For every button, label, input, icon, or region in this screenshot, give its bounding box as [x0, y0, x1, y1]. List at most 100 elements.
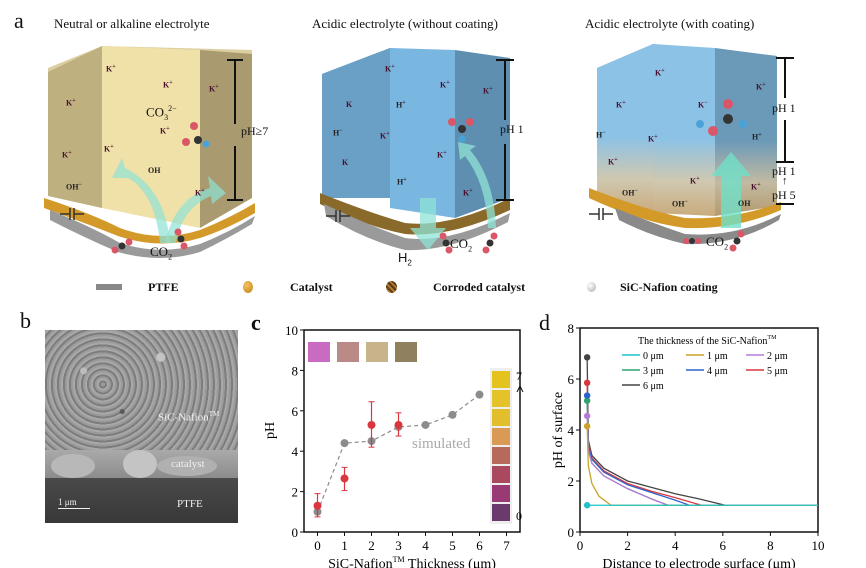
x-tick-label: 0 [314, 538, 321, 553]
ion-label: K [346, 100, 353, 109]
ph-arrow-icon: ↑ [782, 175, 788, 187]
molecule-atom-o2 [708, 126, 718, 136]
sic-nafion-sphere-icon [587, 282, 596, 292]
corroded-catalyst-sphere-icon [386, 281, 397, 293]
molecule-atom-h [458, 135, 466, 143]
ph-scale-bar-2 [496, 59, 514, 201]
h2-label: H2 [398, 250, 412, 268]
cube-2-left-face [322, 48, 390, 198]
cube-3-front-face [653, 44, 715, 216]
experimental-point [340, 474, 349, 483]
chart-d: 0 2 4 6 8 10 0 2 4 6 8 0 μm 1 μm 2 μm 3 μm 4 μm 5 μm 6 μ… [551, 321, 825, 568]
ion-label: K+ [209, 84, 219, 94]
cube-3-ph-bottom-label: pH 5 [772, 188, 796, 202]
legend-corroded-catalyst: Corroded catalyst [433, 280, 526, 294]
ph-paper-swatch [308, 342, 330, 362]
chart-d-ylabel: pH of surface [551, 392, 566, 468]
surface-ph-point [583, 397, 591, 404]
cube-3-illustration [589, 44, 781, 252]
molecule-atom-c [194, 136, 202, 144]
colorbar-cell [492, 371, 510, 388]
capacitor-icon [326, 210, 350, 222]
scale-bar [58, 508, 90, 509]
colorbar-cell [492, 447, 510, 464]
cube-2-h2-arrow [410, 198, 446, 250]
co2-molecule-icon [439, 232, 453, 254]
surface-ph-point [583, 379, 591, 387]
chart-c-xlabel: SiC-NafionTM Thickness (μm) [328, 555, 496, 568]
co2-label: CO2 [706, 234, 729, 252]
y-tick-label: 8 [292, 363, 299, 378]
ph-paper-swatch [366, 342, 388, 362]
chart-c-ph-paper-swatches [308, 342, 417, 362]
legend-entry-label: 3 μm [643, 366, 664, 377]
chart-d-series [583, 354, 818, 509]
oh-minus-label: OH− [672, 199, 688, 209]
x-tick-label: 6 [720, 538, 727, 553]
cube-1-ph-label: pH≥7 [241, 124, 269, 138]
sem-label-ptfe: PTFE [177, 498, 203, 510]
x-tick-label: 10 [812, 538, 825, 553]
x-tick-label: 4 [672, 538, 679, 553]
chart-c-simulated-series [313, 390, 484, 516]
ion-label: K [342, 158, 349, 167]
series-line [586, 395, 818, 506]
sem-coating-layer [45, 330, 238, 466]
cube-2-front-face [390, 48, 455, 218]
co2-molecule-icon [174, 228, 188, 250]
experimental-point [313, 501, 322, 510]
cube-3-co2-arrow [711, 152, 751, 228]
colorbar-cell [492, 485, 510, 502]
ion-label: K+ [616, 100, 626, 110]
y-tick-label: 4 [568, 423, 575, 438]
ph-scale-bar-3 [776, 57, 794, 205]
panel-b-label: b [20, 308, 31, 333]
co2-molecule-icon [482, 232, 498, 254]
molecule-atom-o [723, 99, 733, 109]
simulated-point [340, 439, 349, 448]
molecule-atom-c [458, 125, 466, 133]
ion-label: K+ [160, 126, 170, 136]
chart-c-ylabel: pH [263, 422, 278, 439]
cube-1-ptfe-layer [50, 210, 255, 258]
colorbar-cell [492, 409, 510, 426]
cube-3-left-face [597, 44, 653, 213]
oh-minus-label: OH− [622, 188, 638, 198]
chart-c-experimental-series [313, 401, 403, 518]
panel-c-label: c [251, 310, 261, 335]
chart-c-frame [303, 329, 521, 533]
panel-a-label: a [14, 8, 24, 33]
legend-ptfe: PTFE [148, 280, 179, 294]
ion-label: K+ [195, 188, 205, 198]
x-tick-label: 2 [624, 538, 631, 553]
y-tick-label: 6 [292, 404, 299, 419]
scale-bar-label: 1 μm [58, 497, 77, 507]
ion-label: K+ [440, 80, 450, 90]
series-line [586, 357, 818, 506]
cube-2-ph-label: pH 1 [500, 122, 524, 136]
ion-label: K+ [648, 134, 658, 144]
series-line [586, 382, 818, 506]
colorbar-cell [492, 466, 510, 483]
experimental-point [367, 420, 376, 429]
colorbar-arrow-head [516, 384, 524, 393]
co2-molecule-icon [729, 230, 745, 252]
x-tick-label: 8 [767, 538, 774, 553]
cube-3-ph-mid-label: pH 1 [772, 164, 796, 178]
catalyst-sphere-icon [243, 281, 253, 293]
ion-label: K+ [655, 68, 665, 78]
capacitor-icon [589, 208, 613, 220]
colorbar-cell [492, 504, 510, 521]
chart-c-colorbar [490, 368, 524, 524]
cube-2-corroded-catalyst-layer [320, 193, 510, 235]
y-tick-label: 2 [292, 485, 299, 500]
simulated-point [421, 420, 430, 429]
cube-1-arrow-left [112, 158, 170, 243]
legend-entry-label: 5 μm [767, 366, 788, 377]
y-tick-label: 0 [568, 525, 575, 540]
legend-entry-label: 4 μm [707, 366, 728, 377]
co2-molecule-icon [111, 238, 133, 254]
molecule-atom-c [723, 114, 733, 124]
legend-sic-nafion-coating: SiC-Nafion coating [620, 280, 718, 294]
ion-label: K+ [66, 98, 76, 108]
